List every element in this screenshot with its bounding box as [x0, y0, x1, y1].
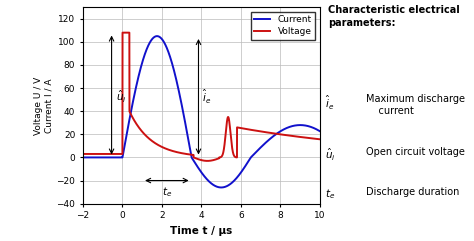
- Current: [310, 126, 316, 129]
- Voltage: [310, 137, 316, 140]
- Current: [80, 156, 86, 159]
- Text: $t_e$: $t_e$: [162, 185, 172, 199]
- Text: $\hat{u}_i$: $\hat{u}_i$: [325, 147, 335, 163]
- Text: Maximum discharge
    current: Maximum discharge current: [366, 94, 465, 116]
- Current: [180, 108, 185, 111]
- Voltage: [252, 129, 258, 132]
- Current: [182, 118, 187, 120]
- Voltage: [317, 138, 323, 141]
- Current: [219, 186, 224, 189]
- Y-axis label: Voltage U / V
Current I / A: Voltage U / V Current I / A: [34, 76, 54, 134]
- Voltage: [182, 152, 187, 155]
- Text: $\hat{i}_e$: $\hat{i}_e$: [202, 88, 212, 106]
- Text: $\hat{u}_i$: $\hat{u}_i$: [116, 89, 126, 105]
- Line: Voltage: Voltage: [83, 33, 320, 161]
- Current: [154, 35, 160, 38]
- Text: Open circuit voltage: Open circuit voltage: [366, 147, 465, 157]
- Current: [193, 162, 199, 165]
- Voltage: [180, 152, 185, 155]
- Voltage: [204, 160, 210, 162]
- Current: [252, 151, 258, 154]
- Current: [298, 124, 304, 127]
- X-axis label: Time t / μs: Time t / μs: [170, 226, 233, 236]
- Text: Characteristic electrical
parameters:: Characteristic electrical parameters:: [328, 5, 459, 28]
- Current: [317, 130, 323, 133]
- Voltage: [80, 153, 86, 155]
- Voltage: [298, 136, 304, 139]
- Legend: Current, Voltage: Current, Voltage: [251, 12, 315, 40]
- Voltage: [119, 31, 125, 34]
- Text: $\hat{i}_e$: $\hat{i}_e$: [325, 94, 334, 112]
- Line: Current: Current: [83, 36, 320, 187]
- Text: Discharge duration: Discharge duration: [366, 187, 459, 197]
- Text: $t_e$: $t_e$: [325, 187, 335, 201]
- Voltage: [193, 157, 199, 160]
